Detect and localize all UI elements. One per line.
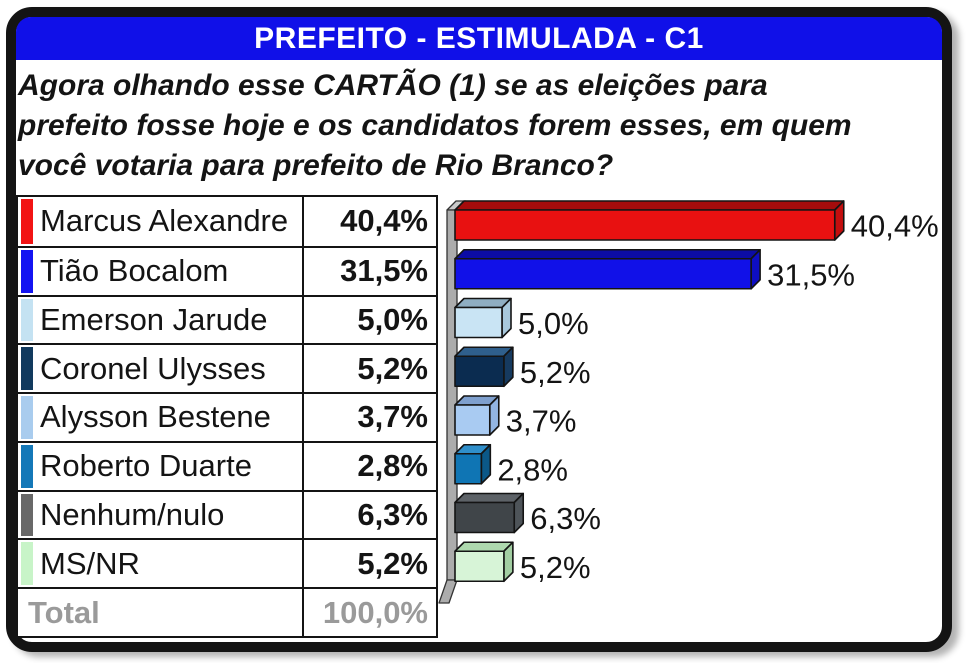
color-swatch [21, 396, 33, 439]
table-row: Coronel Ulysses 5,2% [18, 343, 436, 392]
candidate-name: Alysson Bestene [40, 399, 271, 435]
bar-top-face [454, 492, 525, 504]
bar-value-label: 40,4% [851, 209, 939, 244]
axis-wall-tail [438, 579, 458, 604]
bar-front-face [454, 404, 491, 436]
table-row: MS/NR 5,2% [18, 538, 436, 587]
table-row: Marcus Alexandre 40,4% [18, 197, 436, 246]
total-label-cell: Total [18, 589, 304, 636]
bar-front-face [454, 355, 505, 388]
candidate-name-cell: MS/NR [18, 540, 304, 587]
candidate-value: 40,4% [340, 203, 428, 239]
candidate-name-cell: Alysson Bestene [18, 394, 304, 441]
candidate-value: 5,2% [357, 545, 428, 581]
candidate-name: Coronel Ulysses [40, 350, 266, 386]
candidate-name-cell: Marcus Alexandre [18, 197, 304, 246]
bar-front-face [454, 306, 503, 339]
candidate-name-cell: Roberto Duarte [18, 442, 304, 490]
total-value: 100,0% [322, 594, 428, 630]
bar-top-face [454, 248, 761, 260]
table-row: Alysson Bestene 3,7% [18, 392, 436, 441]
color-swatch [21, 249, 33, 293]
table-total-row: Total 100,0% [18, 587, 436, 636]
bar-value-label: 6,3% [530, 501, 601, 536]
bar-front-face [454, 550, 505, 583]
results-table: Marcus Alexandre 40,4% Tião Bocalom 31,5% Em… [16, 195, 438, 638]
bar-value-label: 2,8% [497, 452, 568, 487]
candidate-name-cell: Nenhum/nulo [18, 491, 304, 539]
total-label: Total [28, 594, 100, 630]
color-swatch [21, 542, 33, 585]
candidate-value: 31,5% [340, 253, 428, 289]
chart-title-bar: PREFEITO - ESTIMULADA - C1 [16, 17, 942, 60]
bar-front-face [454, 452, 483, 485]
candidate-value: 6,3% [357, 496, 428, 532]
chart-title: PREFEITO - ESTIMULADA - C1 [254, 21, 704, 55]
candidate-value: 3,7% [357, 399, 428, 435]
color-swatch [21, 298, 33, 342]
candidate-name-cell: Tião Bocalom [18, 247, 304, 295]
bar-front-face [454, 501, 516, 534]
color-swatch [21, 493, 33, 537]
candidate-name-cell: Coronel Ulysses [18, 345, 304, 392]
color-swatch [21, 347, 33, 390]
candidate-name-cell: Emerson Jarude [18, 296, 304, 344]
candidate-name: Marcus Alexandre [40, 203, 289, 239]
table-row: Tião Bocalom 31,5% [18, 245, 436, 295]
bar-front-face [454, 257, 752, 290]
candidate-name: Roberto Duarte [40, 448, 252, 484]
candidate-name: Emerson Jarude [40, 301, 268, 337]
candidate-name: Tião Bocalom [40, 253, 229, 289]
table-row: Emerson Jarude 5,0% [18, 294, 436, 344]
candidate-value: 2,8% [357, 448, 428, 484]
bar-value-label: 31,5% [767, 257, 855, 292]
bar-top-face [454, 200, 845, 211]
bar-value-label: 5,2% [520, 550, 591, 585]
candidate-name: MS/NR [40, 545, 140, 581]
candidate-name: Nenhum/nulo [40, 496, 225, 532]
survey-question-text: Agora olhando esse CARTÃO (1) se as elei… [18, 69, 852, 182]
candidate-value: 5,2% [357, 350, 428, 386]
bar-value-label: 3,7% [506, 404, 577, 439]
bar-value-label: 5,0% [518, 306, 589, 341]
table-row: Nenhum/nulo 6,3% [18, 489, 436, 539]
bar-front-face [454, 209, 836, 241]
color-swatch [21, 199, 33, 244]
color-swatch [21, 444, 33, 488]
bar-value-label: 5,2% [520, 355, 591, 390]
table-row: Roberto Duarte 2,8% [18, 440, 436, 490]
candidate-value: 5,0% [357, 301, 428, 337]
